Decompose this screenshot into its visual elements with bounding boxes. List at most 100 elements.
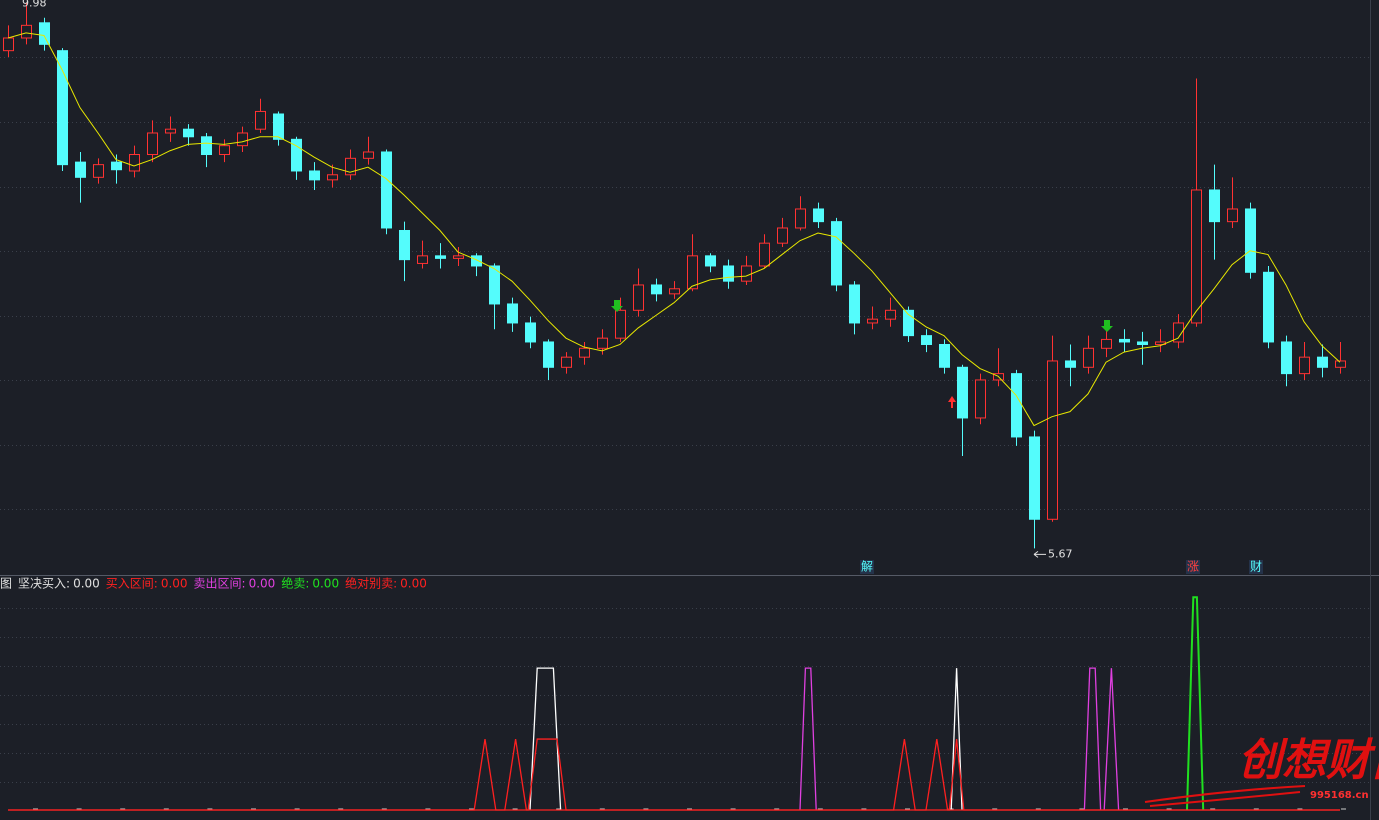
candle-body [39,22,50,45]
candle-body [1209,189,1220,223]
watermark-url: 995168.cn [1310,790,1369,801]
candle-body [705,255,716,267]
candle-body [579,347,590,358]
candle-body [471,255,482,267]
candle-body [759,242,770,267]
candle-body [237,132,248,147]
candle-body [1137,341,1148,345]
candle-body [1317,356,1328,368]
event-label: 涨 [1187,559,1199,574]
candle-body [651,284,662,295]
price-panel: 9.98 5.67 解 涨 财 [3,0,1346,574]
candle-body [669,288,680,295]
legend-name: 坚决买入: [18,577,70,591]
candle-body [21,24,32,39]
candle-body [831,221,842,286]
candle-body [939,343,950,368]
candle-body [57,50,68,166]
candle-body [1191,189,1202,324]
candle-body [183,128,194,138]
candle-body [867,318,878,324]
candle-body [453,255,464,259]
candle-body [1299,356,1310,375]
legend-prefix: 图 [0,577,12,591]
candle-body [1335,360,1346,368]
candle-body [633,284,644,311]
candle-body [813,208,824,223]
ma-line [7,32,1341,427]
candle-body [489,265,500,305]
event-label: 解 [861,560,873,574]
candle-body [1047,360,1058,520]
event-label: 财 [1250,560,1262,574]
signal-arrow [948,396,956,408]
min-arrow [1033,551,1046,558]
candle-body [363,151,374,159]
candle-body [111,161,122,171]
candle-body [291,138,302,172]
signal-arrow [1101,320,1113,332]
legend-value: 0.00 [249,577,276,591]
candle-body [615,309,626,339]
candle-body [957,366,968,419]
min-price-label: 5.67 [1048,547,1073,560]
candle-body [741,265,752,282]
candle-body [975,379,986,419]
candle-body [273,113,284,140]
event-box [1186,560,1200,574]
legend-name: 买入区间: [106,577,158,591]
candle-body [921,335,932,345]
legend-value: 0.00 [73,577,100,591]
candle-body [687,255,698,290]
indicator-line [1186,596,1205,811]
legend-value: 0.00 [161,577,188,591]
candle-body [1065,360,1076,368]
watermark-swoosh [1144,785,1306,807]
legend-value: 0.00 [400,577,427,591]
candle-body [1227,208,1238,223]
watermark: 创想财富 [1238,735,1379,786]
candle-body [1173,322,1184,343]
candle-body [1029,436,1040,520]
candle-body [93,164,104,178]
legend-name: 绝对别卖: [345,576,397,591]
candle-body [903,309,914,337]
candle-body [201,136,212,156]
candle-body [129,154,140,172]
candle-body [399,230,410,261]
candle-body [849,284,860,324]
candle-body [561,356,572,368]
candle-body [327,174,338,181]
candle-body [795,208,806,229]
candle-body [345,157,356,176]
legend-name: 卖出区间: [194,577,246,591]
indicator-panel: 图坚决买入: 0.00 买入区间: 0.00 卖出区间: 0.00 绝卖: 0.00 绝对别卖:… [0,576,1346,811]
candle-body [543,341,554,368]
candle-body [1119,338,1130,343]
candle-body [1101,338,1112,349]
event-box [860,560,874,574]
candle-body [309,170,320,181]
candle-body [147,132,158,156]
candle-body [885,309,896,320]
signal-arrow [611,300,623,312]
candle-body [219,145,230,156]
candle-body [1263,271,1274,343]
candle-body [417,255,428,264]
candle-body [255,110,266,130]
indicator-line [799,667,1120,811]
candle-body [1245,208,1256,273]
candle-body [1281,341,1292,375]
candle-body [435,255,446,259]
candle-body [3,37,14,52]
legend-value: 0.00 [312,577,339,591]
candle-body [723,265,734,282]
candle-body [1011,373,1022,438]
candle-body [507,303,518,324]
event-box [1249,560,1263,574]
candle-body [165,128,176,134]
candle-body [381,151,392,229]
legend-name: 绝卖: [281,576,309,591]
